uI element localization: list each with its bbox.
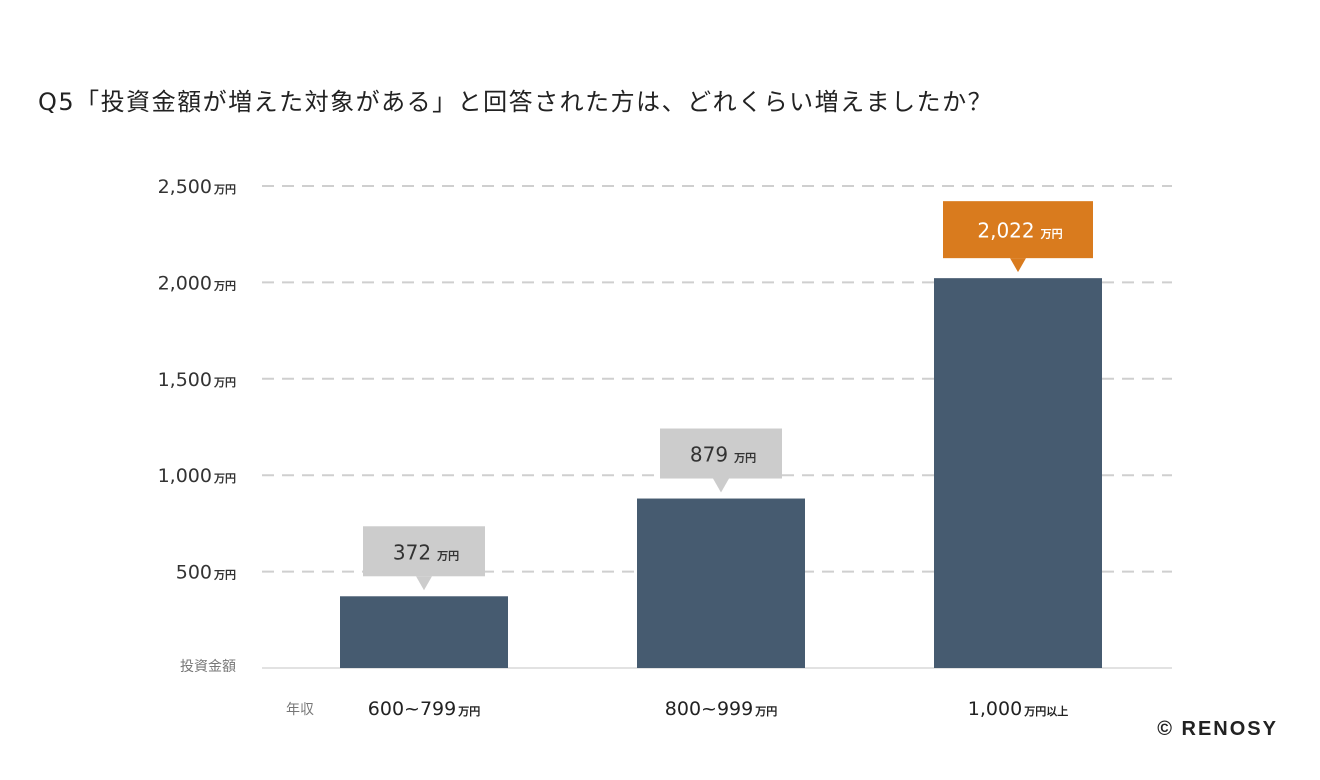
x-tick-unit: 万円 [754, 705, 777, 718]
y-tick-value: 1,000 [158, 465, 212, 487]
y-tick-value: 500 [176, 562, 212, 584]
chart-title: Q5「投資金額が増えた対象がある」と回答された方は、どれくらい増えましたか？ [38, 88, 994, 116]
bar [340, 596, 508, 668]
data-label: 879 万円 [690, 443, 756, 467]
x-tick-value: 600~799 [368, 698, 456, 720]
y-tick-value: 2,000 [158, 272, 212, 294]
y-tick-label: 500 万円 [176, 562, 236, 584]
data-label-value: 879 [690, 443, 728, 467]
x-tick-label: 800~999 万円 [665, 698, 777, 720]
copyright-logo: © RENOSY [1157, 718, 1278, 740]
y-tick-unit: 万円 [213, 183, 236, 196]
x-tick-unit: 万円以上 [1023, 704, 1068, 718]
value-callout-box [363, 526, 485, 577]
data-label: 372 万円 [393, 540, 459, 564]
y-tick-label: 1,000 万円 [158, 465, 236, 487]
data-label-value: 372 [393, 540, 431, 564]
x-tick-unit: 万円 [457, 705, 480, 718]
bar [934, 278, 1102, 668]
y-tick-value: 1,500 [158, 369, 212, 391]
y-tick-label: 2,500 万円 [158, 176, 236, 198]
value-callout-pointer [713, 478, 729, 493]
value-callout-box [660, 428, 782, 479]
y-axis-label-text: 投資金額 [180, 659, 236, 675]
x-tick-value: 1,000 [968, 698, 1022, 720]
data-label: 2,022 万円 [977, 219, 1062, 243]
x-tick-label: 1,000 万円以上 [968, 698, 1068, 720]
y-tick-unit: 万円 [213, 376, 236, 389]
x-tick-label: 600~799 万円 [368, 698, 480, 720]
value-callout-pointer [1010, 258, 1026, 273]
data-label-unit: 万円 [436, 549, 459, 562]
value-callout-pointer [416, 576, 432, 591]
y-tick-unit: 万円 [213, 569, 236, 582]
y-axis-label: 投資金額 [180, 659, 236, 675]
data-label-value: 2,022 [977, 219, 1034, 243]
y-tick-label: 2,000 万円 [158, 272, 236, 294]
y-tick-unit: 万円 [213, 279, 236, 292]
data-label-unit: 万円 [733, 452, 756, 465]
x-axis-label-text: 年収 [286, 702, 314, 718]
value-callout-box [943, 201, 1093, 259]
x-tick-value: 800~999 [665, 698, 753, 720]
x-axis-label: 年収 [286, 702, 314, 718]
y-tick-value: 2,500 [158, 176, 212, 198]
bar [637, 498, 805, 668]
y-tick-unit: 万円 [213, 472, 236, 485]
data-label-unit: 万円 [1040, 228, 1063, 241]
y-tick-label: 1,500 万円 [158, 369, 236, 391]
